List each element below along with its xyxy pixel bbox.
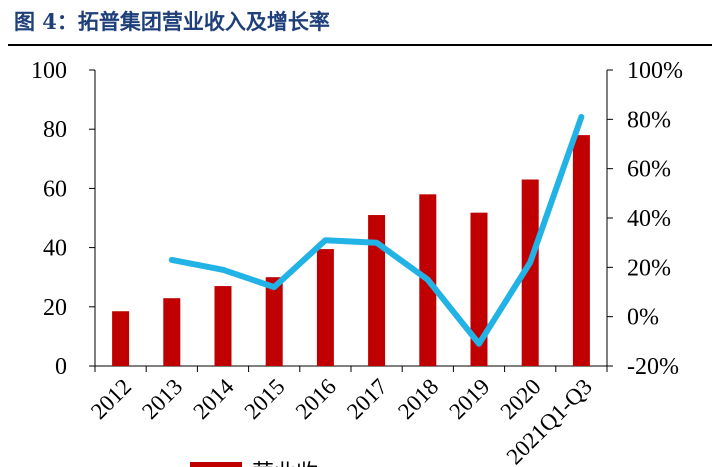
legend-swatch-revenue [190, 462, 242, 467]
revenue-bars [112, 135, 590, 366]
left-tick-label: 60 [43, 176, 67, 202]
right-tick-label: 20% [627, 255, 671, 281]
revenue-bar [265, 277, 283, 366]
right-tick-label: 0% [627, 305, 659, 331]
x-tick-label: 2014 [188, 374, 239, 425]
revenue-bar [368, 215, 386, 366]
revenue-bar [572, 135, 590, 366]
x-tick-label: 2015 [240, 374, 290, 424]
x-tick-label: 2012 [86, 374, 136, 424]
right-tick-label: 100% [627, 58, 683, 84]
left-tick-label: 0 [55, 354, 67, 380]
left-tick-label: 20 [43, 295, 67, 321]
x-tick-label: 2017 [342, 374, 392, 424]
title-divider [8, 44, 712, 46]
revenue-bar [163, 298, 181, 366]
revenue-bar [470, 212, 488, 366]
right-tick-label: -20% [627, 354, 679, 380]
left-tick-label: 80 [43, 117, 67, 143]
figure-title: 图 4：拓普集团营业收入及增长率 [14, 9, 330, 34]
growth-line-group [168, 113, 585, 347]
x-tick-label: 2016 [291, 374, 341, 424]
revenue-bar [214, 286, 232, 366]
legend-label-revenue: 营业收 [252, 460, 318, 467]
left-tick-label: 40 [43, 236, 67, 262]
chart-axes [89, 69, 613, 372]
x-tick-label: 2019 [444, 374, 494, 424]
right-tick-label: 40% [627, 206, 671, 232]
x-tick-label: 2013 [137, 374, 187, 424]
right-tick-label: 80% [627, 107, 671, 133]
revenue-bar [521, 179, 539, 366]
legend: 营业收 [190, 460, 318, 467]
revenue-bar [112, 311, 130, 366]
x-tick-label: 2018 [393, 374, 443, 424]
revenue-bar [316, 249, 334, 366]
right-tick-label: 60% [627, 157, 671, 183]
left-tick-label: 100 [31, 58, 67, 84]
